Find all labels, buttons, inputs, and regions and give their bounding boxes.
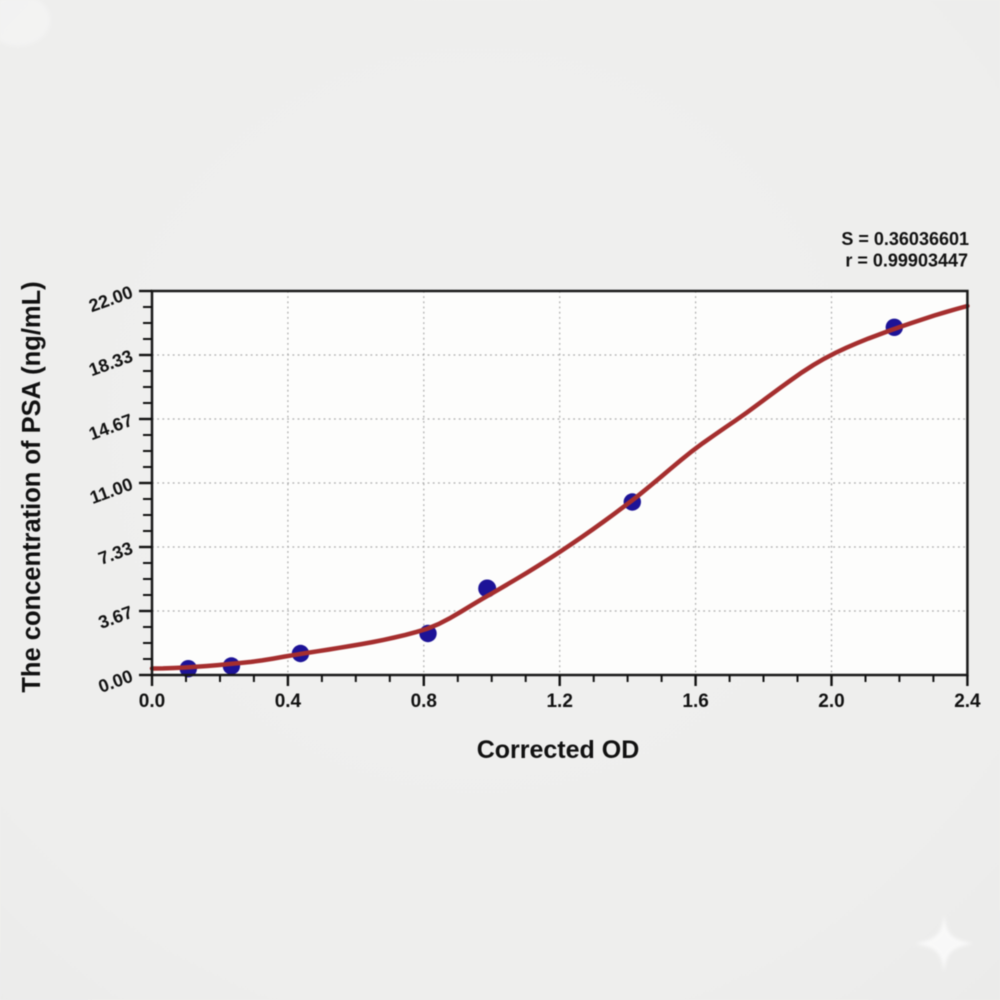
svg-text:0.0: 0.0: [139, 691, 165, 712]
svg-text:r = 0.99903447: r = 0.99903447: [845, 251, 968, 271]
svg-text:0.4: 0.4: [275, 691, 302, 712]
svg-text:Corrected OD: Corrected OD: [477, 736, 640, 764]
svg-text:0.8: 0.8: [411, 691, 437, 712]
svg-text:1.6: 1.6: [682, 691, 708, 712]
svg-text:S = 0.36036601: S = 0.36036601: [841, 229, 969, 249]
svg-text:2.4: 2.4: [954, 691, 981, 712]
svg-text:The concentration of PSA (ng/m: The concentration of PSA (ng/mL): [18, 281, 46, 692]
svg-text:2.0: 2.0: [818, 691, 844, 712]
svg-text:1.2: 1.2: [546, 691, 572, 712]
